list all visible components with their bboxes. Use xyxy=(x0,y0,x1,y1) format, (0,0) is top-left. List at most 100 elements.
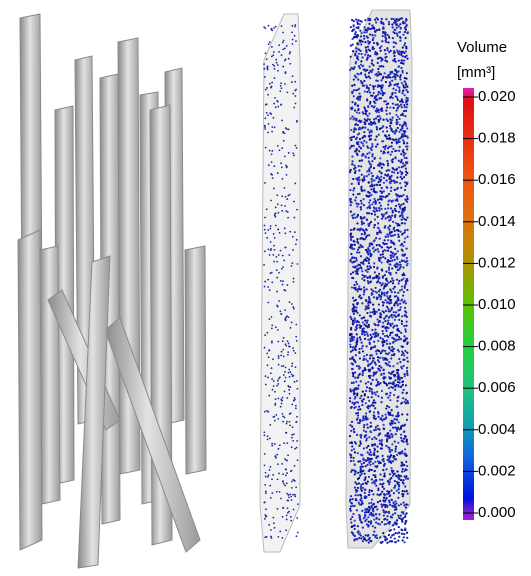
pore-dot xyxy=(366,218,368,220)
pore-dot xyxy=(365,141,367,143)
pore-dot xyxy=(394,58,396,60)
pore-dot xyxy=(362,415,364,417)
pore-dot xyxy=(357,452,359,454)
pore-dot xyxy=(406,419,408,421)
pore-dot xyxy=(363,462,365,464)
pore-dot xyxy=(367,54,369,56)
pore-dot xyxy=(265,104,267,106)
pore-dot xyxy=(273,233,275,235)
pore-dot xyxy=(375,379,377,381)
pore-dot xyxy=(376,111,378,113)
pore-dot xyxy=(371,293,373,295)
pore-dot xyxy=(355,538,357,540)
pore-dot xyxy=(362,470,364,472)
pore-dot xyxy=(285,127,287,129)
pore-dot xyxy=(374,506,376,508)
pore-dot xyxy=(400,515,402,517)
pore-dot xyxy=(396,522,398,524)
pore-dot xyxy=(271,174,273,176)
pore-dot xyxy=(370,95,372,97)
pore-dot xyxy=(281,195,283,197)
pore-dot xyxy=(350,495,352,497)
pore-dot xyxy=(361,401,363,403)
pore-dot xyxy=(403,60,405,62)
pore-dot xyxy=(350,233,352,235)
pore-dot xyxy=(395,272,397,274)
pore-dot xyxy=(383,514,385,516)
pore-dot xyxy=(359,138,361,140)
pore-dot xyxy=(373,106,375,108)
pore-dot xyxy=(387,103,389,105)
pore-dot xyxy=(364,107,366,109)
pore-dot xyxy=(392,76,394,78)
pore-dot xyxy=(388,37,390,39)
pore-dot xyxy=(269,41,271,43)
pore-dot xyxy=(403,151,405,153)
pore-dot xyxy=(351,248,353,250)
pore-dot xyxy=(388,247,390,249)
pore-dot xyxy=(351,425,353,427)
pore-dot xyxy=(388,51,390,53)
pore-dot xyxy=(400,503,402,505)
pore-dot xyxy=(370,431,372,433)
pore-dot xyxy=(398,150,400,152)
pore-dot xyxy=(354,481,356,483)
pore-dot xyxy=(373,188,375,190)
pore-dot xyxy=(400,475,402,477)
pore-dot xyxy=(394,70,396,72)
pore-dot xyxy=(368,506,370,508)
pore-dot xyxy=(283,40,285,42)
pore-dot xyxy=(359,99,361,101)
pore-dot xyxy=(382,216,384,218)
pore-dot xyxy=(381,283,383,285)
pore-dot xyxy=(405,110,407,112)
pore-dot xyxy=(378,518,380,520)
pore-dot xyxy=(289,51,291,53)
pore-dot xyxy=(390,207,392,209)
pore-dot xyxy=(349,137,351,139)
pore-dot xyxy=(395,311,397,313)
pore-dot xyxy=(372,179,374,181)
pore-dot xyxy=(390,377,392,379)
pore-dot xyxy=(374,449,376,451)
pore-dot xyxy=(387,235,389,237)
pore-dot xyxy=(374,31,376,33)
pore-dot xyxy=(361,510,363,512)
pore-dot xyxy=(297,503,299,505)
pore-dot xyxy=(270,466,272,468)
pore-dot xyxy=(276,261,278,263)
pore-dot xyxy=(405,125,407,127)
pore-dot xyxy=(396,85,398,87)
pore-dot xyxy=(350,471,352,473)
pore-dot xyxy=(386,359,388,361)
pore-dot xyxy=(358,165,360,167)
pore-dot xyxy=(291,373,293,375)
pore-dot xyxy=(373,308,375,310)
pore-dot xyxy=(380,60,382,62)
pore-dot xyxy=(359,474,361,476)
pore-dot xyxy=(406,289,408,291)
pore-dot xyxy=(350,518,352,520)
pore-dot xyxy=(375,324,377,326)
pore-dot xyxy=(396,302,398,304)
pore-dot xyxy=(370,502,372,504)
pore-dot xyxy=(373,530,375,532)
pore-dot xyxy=(386,326,388,328)
pore-dot xyxy=(407,360,409,362)
pore-dot xyxy=(388,134,390,136)
pore-dot xyxy=(406,374,408,376)
pore-dot xyxy=(406,465,408,467)
pore-dot xyxy=(406,216,408,218)
pore-dot xyxy=(376,75,378,77)
pore-dot xyxy=(361,330,363,332)
pore-dot xyxy=(387,493,389,495)
pore-dot xyxy=(272,358,274,360)
pore-dot xyxy=(283,260,285,262)
pore-dot xyxy=(288,152,290,154)
pore-dot xyxy=(400,67,402,69)
pore-dot xyxy=(271,161,273,163)
pore-dot xyxy=(405,520,407,522)
pore-dot xyxy=(272,54,274,56)
pore-dot xyxy=(395,205,397,207)
pore-dot xyxy=(373,391,375,393)
